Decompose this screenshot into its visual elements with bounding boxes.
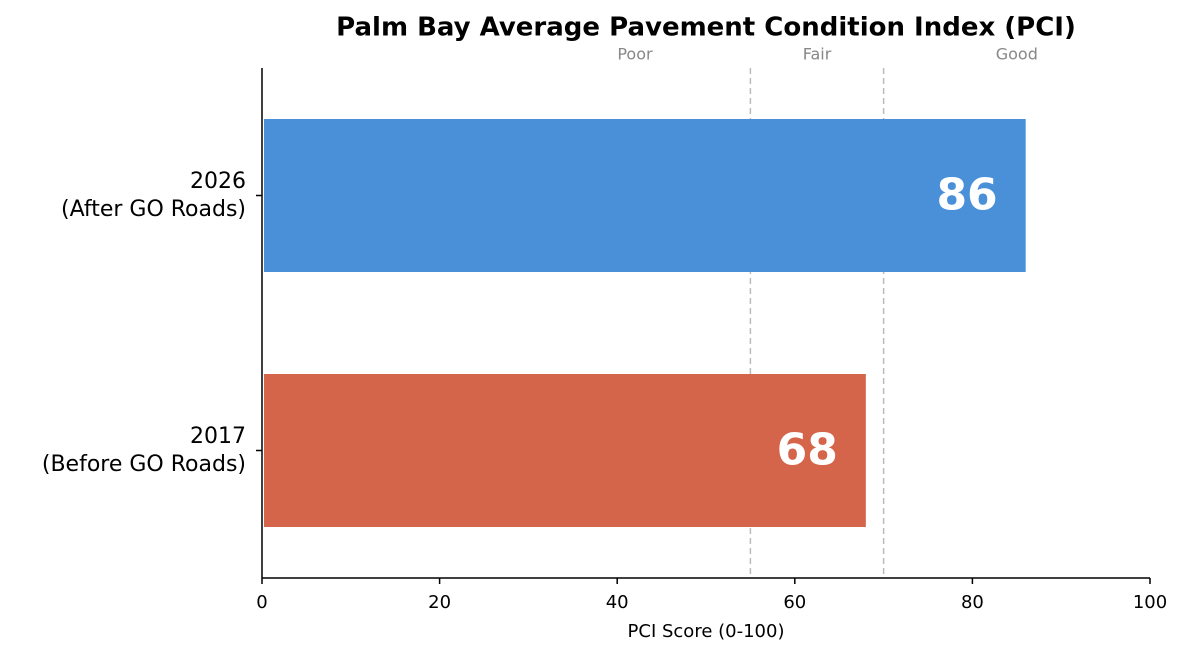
- x-tick-label: 40: [606, 592, 629, 613]
- x-tick-label: 0: [256, 592, 267, 613]
- y-tick-label: 2017 (Before GO Roads): [41, 423, 246, 477]
- x-axis-label: PCI Score (0-100): [628, 621, 785, 642]
- chart-title: Palm Bay Average Pavement Condition Inde…: [336, 13, 1076, 43]
- x-tick-label: 60: [783, 592, 806, 613]
- value-label: 68: [777, 425, 838, 476]
- y-tick-label: 2026 (After GO Roads): [60, 168, 246, 222]
- x-tick-label: 100: [1133, 592, 1167, 613]
- zone-label: Good: [996, 45, 1038, 64]
- zone-label: Poor: [617, 45, 653, 64]
- bar: [264, 119, 1026, 272]
- zone-label: Fair: [803, 45, 832, 64]
- x-tick-label: 20: [428, 592, 451, 613]
- value-label: 86: [936, 170, 997, 221]
- x-tick-label: 80: [961, 592, 984, 613]
- bar: [264, 374, 866, 527]
